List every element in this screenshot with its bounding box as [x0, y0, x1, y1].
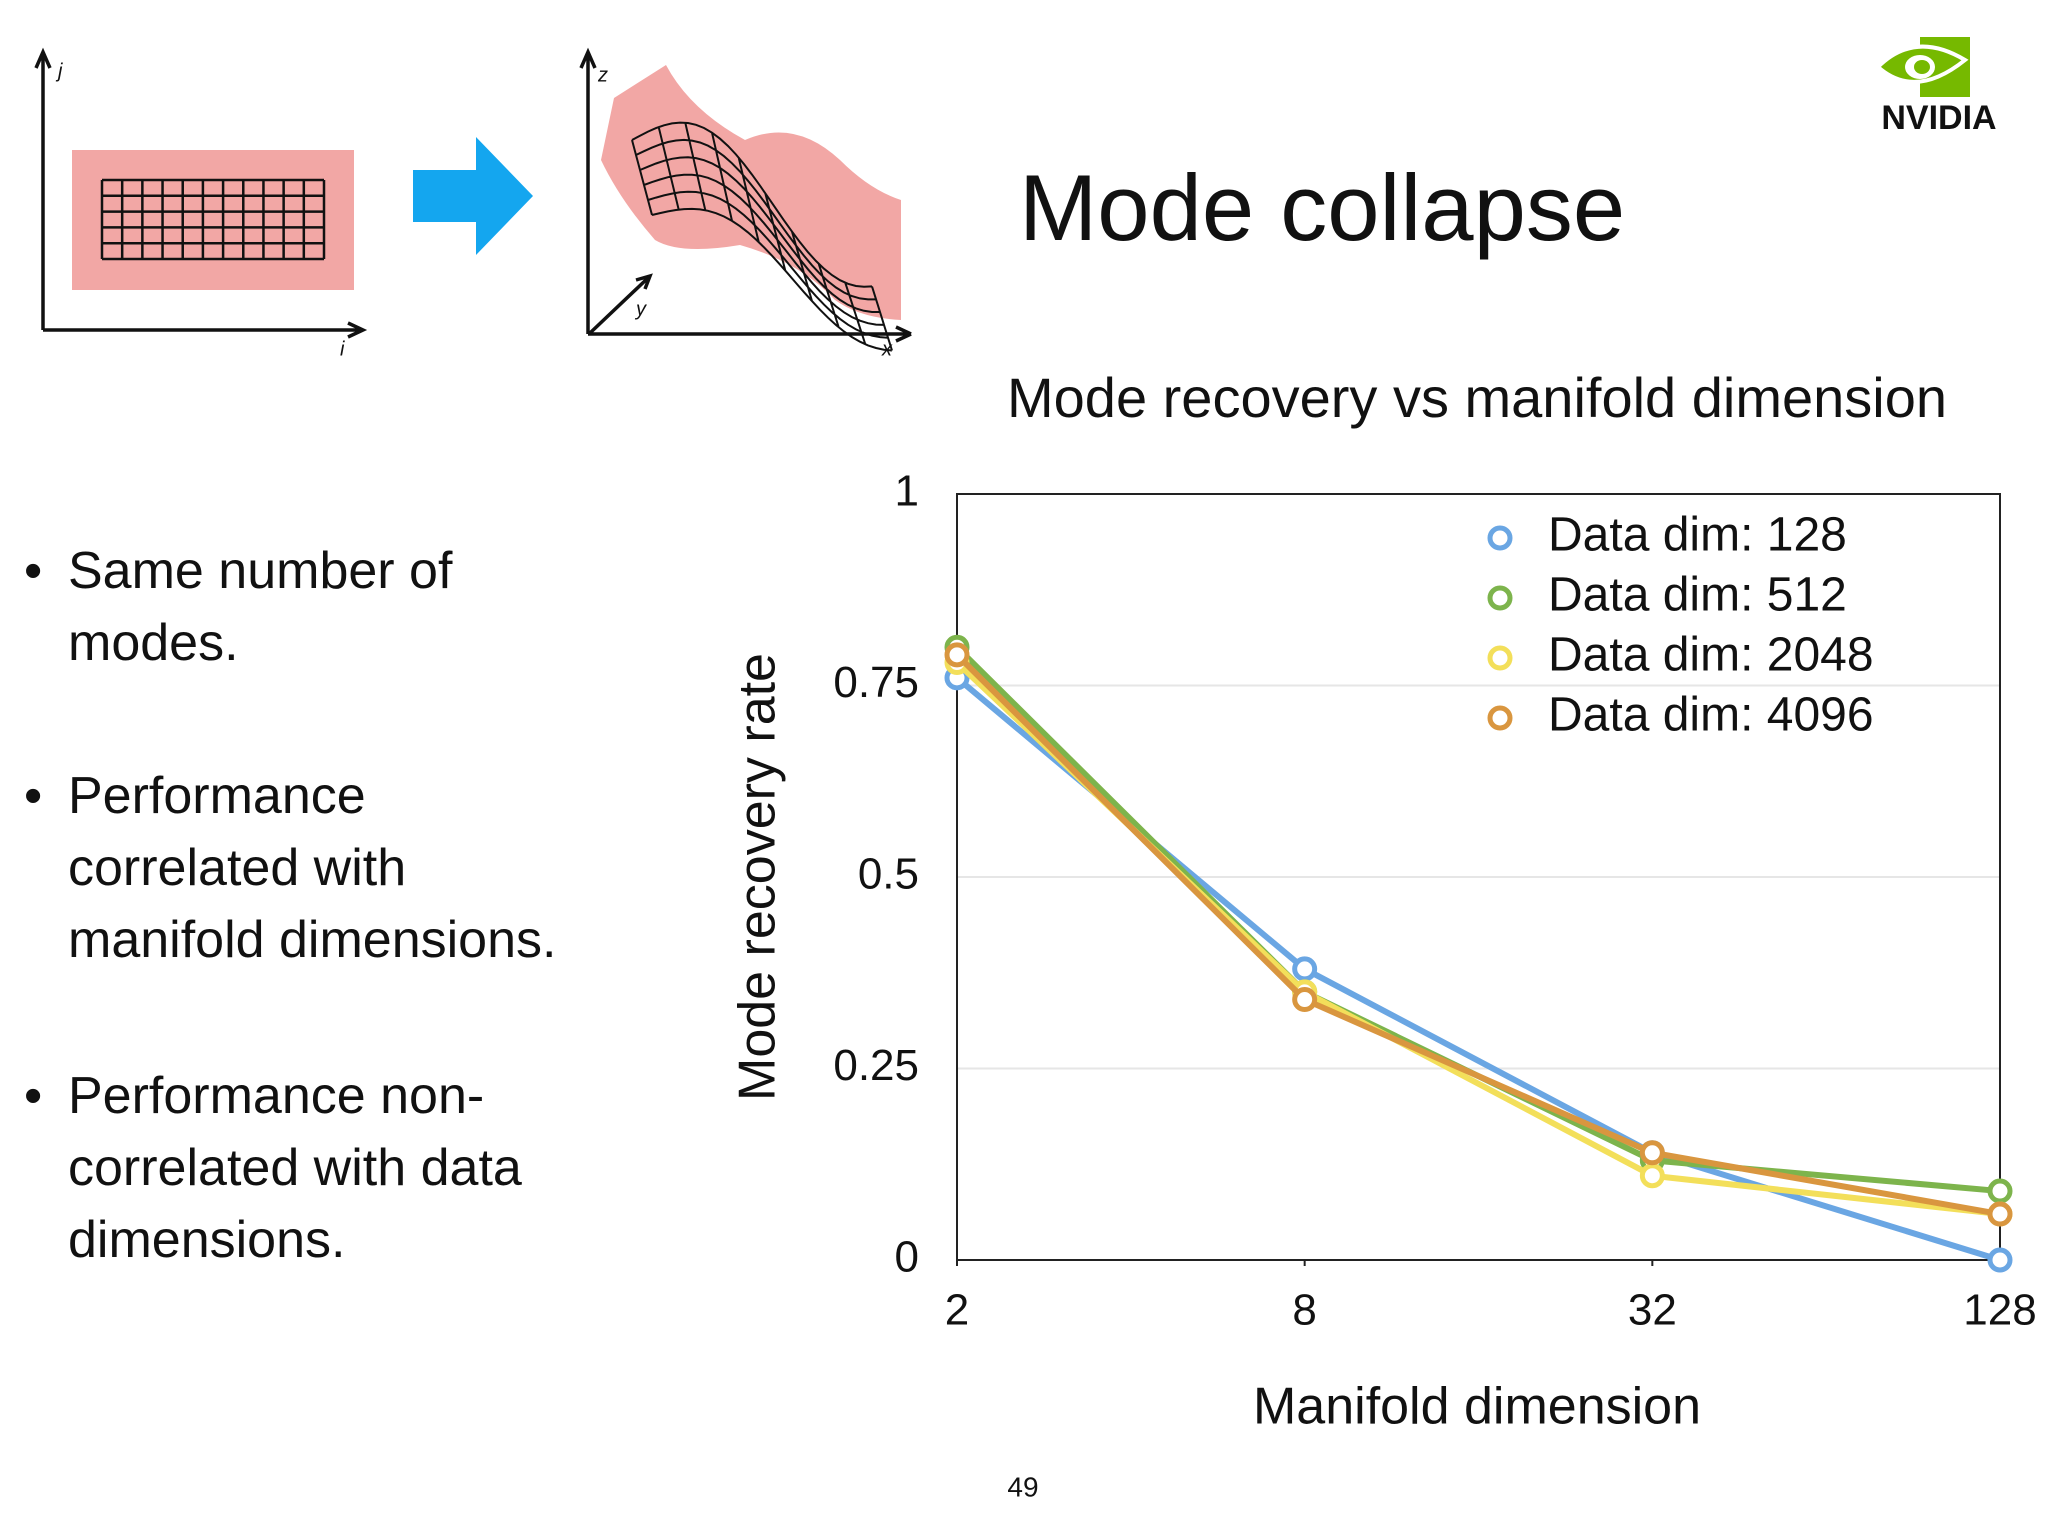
- bullet-line: modes.: [68, 614, 239, 672]
- chart-title: Mode recovery vs manifold dimension: [1007, 366, 1947, 429]
- axes: [579, 47, 912, 343]
- x-tick-label: 128: [1963, 1286, 2036, 1335]
- data-point: [1639, 1163, 1665, 1189]
- manifold-grid: [631, 121, 893, 352]
- y-tick-label: 1: [895, 467, 919, 516]
- series-line: [954, 652, 2001, 1217]
- legend-marker: [1487, 645, 1513, 671]
- flat-region: [72, 150, 354, 290]
- bullet-line: correlated with data: [68, 1139, 522, 1197]
- data-point: [1292, 956, 1318, 982]
- axis-label: z: [597, 64, 608, 86]
- y-tick-label: 0: [895, 1233, 919, 1282]
- legend-marker: [1487, 705, 1513, 731]
- logo-text: NVIDIA: [1881, 99, 1996, 137]
- legend-marker: [1487, 585, 1513, 611]
- grid-lines: [100, 178, 326, 261]
- legend-marker: [1487, 525, 1513, 551]
- bullet: • Performance correlated with manifold dime…: [24, 760, 556, 976]
- data-point: [1987, 1178, 2013, 1204]
- bullet: • Performance non-correlated with data dim…: [24, 1060, 522, 1276]
- legend-label: Data dim: 2048: [1548, 629, 1874, 682]
- bullet-line: Performance: [68, 767, 366, 825]
- y-tick-label: 0.5: [858, 850, 919, 899]
- axis-label: i: [340, 338, 345, 360]
- data-point: [1292, 987, 1318, 1013]
- axis-label: y: [634, 298, 647, 320]
- logo-icon: [1875, 37, 1970, 97]
- bullet: • Same number of modes.: [24, 535, 452, 679]
- series-line: [954, 660, 2001, 1218]
- mesh-lines: [631, 121, 893, 352]
- x-tick-label: 32: [1628, 1286, 1677, 1335]
- legend-label: Data dim: 512: [1548, 569, 1847, 622]
- flat-grid: [100, 178, 326, 261]
- x-tick-label: 8: [1292, 1286, 1316, 1335]
- y-axis-label: Mode recovery rate: [729, 653, 787, 1101]
- bullet-line: manifold dimensions.: [68, 911, 557, 969]
- y-tick-label: 0.25: [833, 1041, 919, 1090]
- bullet-dot: •: [24, 1067, 43, 1125]
- series-line: [955, 675, 2001, 1263]
- slide-title: Mode collapse: [1019, 155, 1625, 260]
- bullet-dot: •: [24, 542, 43, 600]
- data-point: [1987, 1201, 2013, 1227]
- bullet-line: dimensions.: [68, 1211, 346, 1269]
- axis-label: x: [881, 338, 893, 360]
- bullet-dot: •: [24, 767, 43, 825]
- legend-label: Data dim: 4096: [1548, 689, 1874, 742]
- arrow: [413, 137, 533, 255]
- data-point: [1639, 1140, 1665, 1166]
- x-tick-label: 2: [945, 1286, 969, 1335]
- axes: [34, 47, 368, 339]
- manifold-region: [601, 65, 901, 320]
- legend-label: Data dim: 128: [1548, 509, 1847, 562]
- data-point: [944, 642, 970, 668]
- bullet-line: correlated with: [68, 839, 407, 897]
- plot-frame: [956, 493, 2001, 1261]
- bullet-line: Same number of: [68, 542, 453, 600]
- y-tick-label: 0.75: [833, 658, 919, 707]
- x-axis-label: Manifold dimension: [1253, 1378, 1701, 1436]
- data-point: [1987, 1247, 2013, 1273]
- axis-label: j: [55, 60, 63, 82]
- bullet-line: Performance non-: [68, 1067, 485, 1125]
- page-number: 49: [1007, 1471, 1038, 1502]
